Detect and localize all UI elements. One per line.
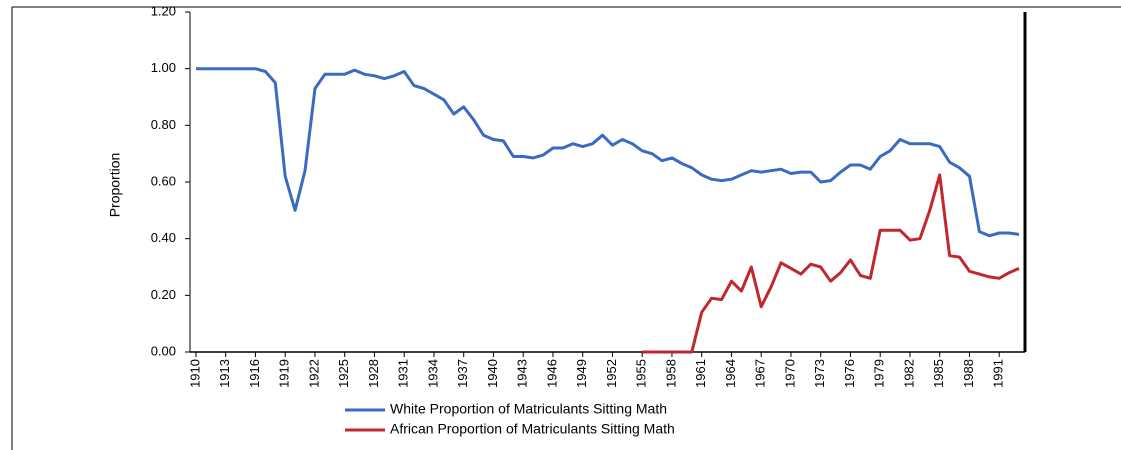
y-tick-label: 0.20 [151, 287, 176, 302]
x-tick-label: 1928 [366, 359, 381, 388]
y-tick-label: 0.40 [151, 230, 176, 245]
y-tick-label: 1.20 [151, 3, 176, 18]
x-tick-label: 1970 [782, 359, 797, 388]
x-tick-label: 1937 [455, 359, 470, 388]
legend-label: White Proportion of Matriculants Sitting… [390, 401, 667, 417]
x-tick-label: 1988 [961, 359, 976, 388]
x-tick-label: 1922 [306, 359, 321, 388]
x-tick-label: 1958 [663, 359, 678, 388]
series-line [642, 173, 1020, 354]
x-tick-label: 1985 [931, 359, 946, 388]
x-tick-label: 1931 [396, 359, 411, 388]
x-tick-label: 1934 [425, 359, 440, 388]
x-tick-label: 1949 [574, 359, 589, 388]
series-line [196, 67, 1020, 238]
x-tick-label: 1979 [872, 359, 887, 388]
y-tick-label: 0.60 [151, 173, 176, 188]
x-tick-label: 1910 [187, 359, 202, 388]
legend-label: African Proportion of Matriculants Sitti… [390, 421, 675, 437]
x-tick-label: 1964 [723, 359, 738, 388]
y-tick-label: 1.00 [151, 60, 176, 75]
x-tick-label: 1991 [991, 359, 1006, 388]
y-tick-label: 0.00 [151, 343, 176, 358]
x-tick-label: 1961 [693, 359, 708, 388]
x-tick-label: 1967 [753, 359, 768, 388]
y-axis-label: Proportion [107, 153, 123, 218]
x-tick-label: 1925 [336, 359, 351, 388]
x-tick-label: 1919 [277, 359, 292, 388]
x-tick-label: 1952 [604, 359, 619, 388]
x-tick-label: 1976 [842, 359, 857, 388]
x-tick-label: 1982 [901, 359, 916, 388]
x-tick-label: 1943 [515, 359, 530, 388]
x-tick-label: 1973 [812, 359, 827, 388]
x-tick-label: 1913 [217, 359, 232, 388]
x-tick-label: 1940 [485, 359, 500, 388]
y-tick-label: 0.80 [151, 117, 176, 132]
x-tick-label: 1916 [247, 359, 262, 388]
x-tick-label: 1955 [634, 359, 649, 388]
x-tick-label: 1946 [544, 359, 559, 388]
